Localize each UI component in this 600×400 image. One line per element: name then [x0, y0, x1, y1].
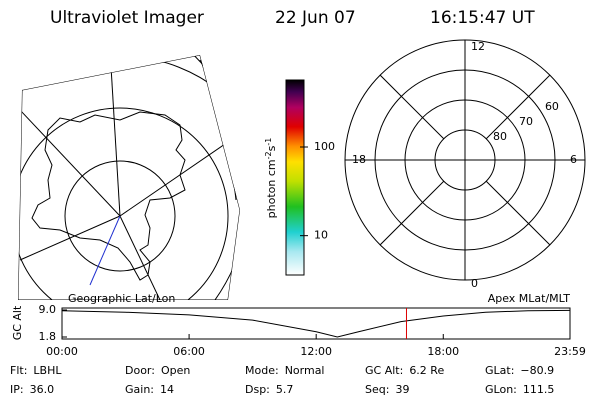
- footer-value: Open: [161, 364, 190, 377]
- footer-label: Seq:: [365, 383, 389, 396]
- footer-label: GLat:: [485, 364, 514, 377]
- footer-value: 6.2 Re: [409, 364, 444, 377]
- x-tick-label: 00:00: [46, 345, 78, 358]
- x-tick-label: 18:00: [427, 345, 459, 358]
- colorbar: [285, 79, 305, 276]
- footer-label: Flt:: [10, 364, 27, 377]
- footer-value: Normal: [285, 364, 325, 377]
- footer-value: 36.0: [30, 383, 55, 396]
- mlt-label: 12: [471, 40, 485, 53]
- date: 22 Jun 07: [275, 8, 356, 28]
- footer-value: −80.9: [520, 364, 554, 377]
- mlat-ring: [434, 129, 496, 191]
- footer-value: 111.5: [523, 383, 555, 396]
- right-label: Apex MLat/MLT: [488, 292, 571, 305]
- footer-value: 39: [395, 383, 409, 396]
- x-tick-label: 06:00: [173, 345, 205, 358]
- mlat-label: 70: [519, 115, 533, 128]
- footer-label: Mode:: [245, 364, 279, 377]
- footer-value: 14: [160, 383, 174, 396]
- time: 16:15:47 UT: [430, 8, 535, 28]
- mlt-label: 18: [352, 153, 366, 166]
- polar-grid: [344, 39, 586, 281]
- x-tick-label: 23:59: [554, 345, 586, 358]
- mlat-label: 60: [545, 100, 559, 113]
- colorbar-tick-label: 10: [314, 229, 328, 242]
- alt-line: [61, 309, 571, 338]
- mlt-label: 6: [570, 153, 577, 166]
- y-tick-label: 9.0: [39, 303, 57, 316]
- footer-label: GLon:: [485, 383, 517, 396]
- title: Ultraviolet Imager: [50, 8, 204, 28]
- colorbar-label: photon cm-2s-1: [264, 138, 279, 219]
- footer-value: 5.7: [276, 383, 294, 396]
- footer-label: IP:: [10, 383, 24, 396]
- footer-label: Door:: [125, 364, 155, 377]
- y-axis-label: GC Alt: [11, 305, 24, 340]
- mlt-label: 0: [471, 277, 478, 290]
- footer-label: Dsp:: [245, 383, 270, 396]
- mlat-ring: [404, 99, 526, 221]
- geo-map: [18, 55, 240, 300]
- mlat-ring: [374, 69, 556, 251]
- mlat-label: 80: [493, 130, 507, 143]
- left-label: Geographic Lat/Lon: [68, 292, 175, 305]
- footer-label: Gain:: [125, 383, 154, 396]
- footer-value: LBHL: [33, 364, 62, 377]
- colorbar-tick-label: 100: [314, 140, 335, 153]
- x-tick-label: 12:00: [300, 345, 332, 358]
- footer-label: GC Alt:: [365, 364, 403, 377]
- y-tick-label: 1.8: [39, 330, 57, 343]
